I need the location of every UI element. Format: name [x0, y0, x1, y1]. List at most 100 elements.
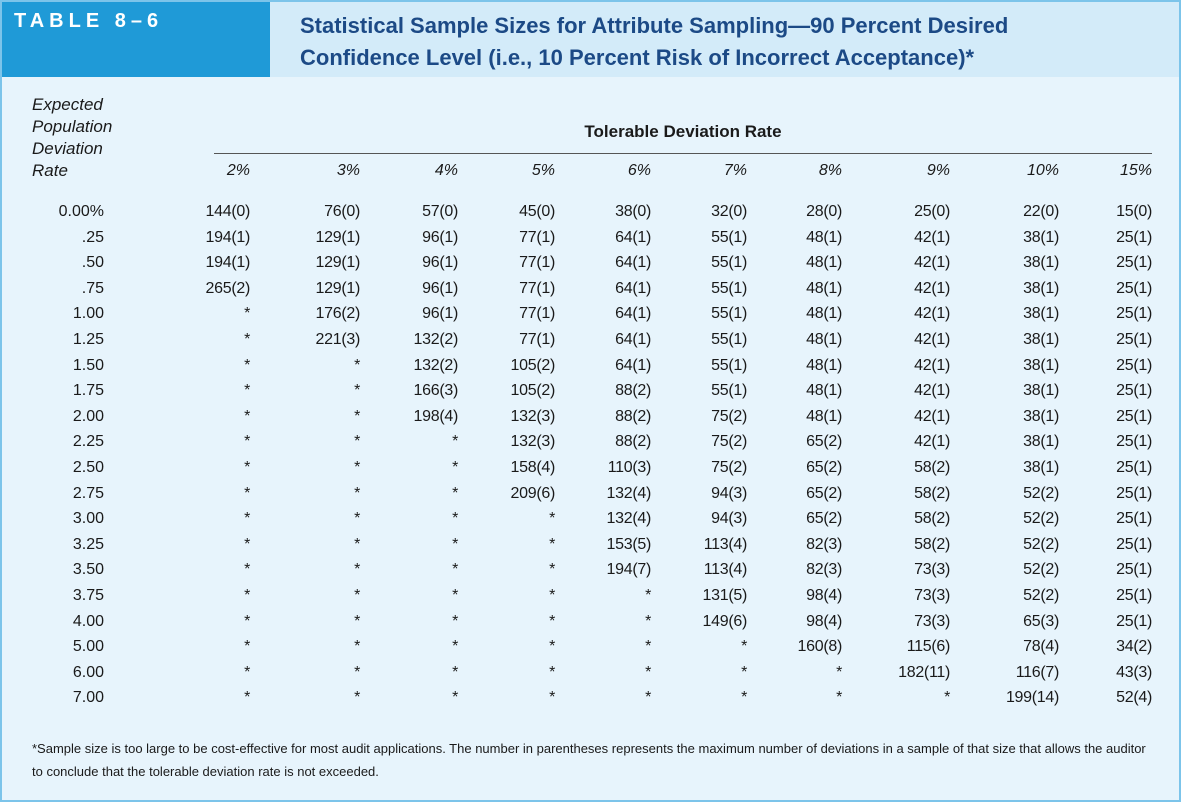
- sample-size-cell: *: [244, 433, 250, 451]
- row-rate: 3.50: [72, 561, 104, 579]
- sample-size-cell: 42(1): [914, 279, 950, 297]
- sample-size-cell: 52(2): [1023, 587, 1059, 604]
- sample-size-cell: 144(0): [205, 203, 251, 220]
- sample-size-cell: *: [244, 689, 250, 707]
- sample-size-cell: 64(1): [615, 279, 651, 297]
- sample-size-cell: 25(1): [1116, 331, 1152, 348]
- sample-size-cell: 73(3): [914, 612, 950, 630]
- sample-size-cell: 132(3): [510, 433, 556, 451]
- sample-size-cell: 58(2): [914, 484, 950, 502]
- sample-size-cell: *: [354, 638, 360, 656]
- sample-size-cell: *: [354, 459, 360, 476]
- sample-size-cell: 64(1): [615, 254, 651, 272]
- row-header: Expected Population Deviation Rate: [32, 95, 113, 180]
- sample-size-cell: 65(2): [806, 484, 842, 502]
- sample-size-cell: 57(0): [422, 203, 458, 220]
- sample-size-cell: 55(1): [711, 356, 747, 374]
- sample-size-cell: 25(1): [1116, 279, 1152, 297]
- sample-size-cell: 28(0): [806, 203, 842, 220]
- sample-size-cell: 52(2): [1023, 535, 1059, 553]
- sample-size-cell: 76(0): [324, 203, 360, 220]
- sample-size-cell: *: [836, 663, 842, 681]
- column-header: 2%: [226, 162, 250, 179]
- sample-size-cell: 25(1): [1116, 356, 1152, 374]
- sample-size-cell: 22(0): [1023, 203, 1059, 220]
- sample-size-cell: *: [244, 459, 250, 476]
- sample-size-cell: 194(1): [205, 254, 251, 272]
- sample-size-cell: 42(1): [914, 382, 950, 400]
- sample-size-cell: 45(0): [519, 203, 555, 220]
- sample-size-cell: *: [944, 689, 950, 707]
- sample-size-cell: 82(3): [806, 561, 842, 579]
- sample-size-cell: 52(2): [1023, 561, 1059, 579]
- sample-size-cell: *: [452, 612, 458, 630]
- row-rate: 3.75: [72, 587, 104, 604]
- header-rule: [214, 153, 1152, 154]
- sample-size-cell: *: [645, 587, 651, 604]
- sample-size-cell: 88(2): [615, 382, 651, 400]
- sample-size-cell: *: [354, 484, 360, 502]
- sample-size-cell: *: [354, 356, 360, 374]
- column-header: 3%: [336, 162, 360, 179]
- sample-size-cell: 105(2): [510, 382, 556, 400]
- sample-size-cell: *: [645, 663, 651, 681]
- sample-size-cell: 88(2): [615, 433, 651, 451]
- sample-size-cell: 132(2): [413, 331, 459, 348]
- sample-size-cell: 129(1): [315, 254, 361, 272]
- sample-size-cell: 182(11): [898, 663, 950, 681]
- sample-size-cell: *: [549, 510, 555, 528]
- row-rate: 1.25: [72, 331, 104, 348]
- sample-size-cell: 25(1): [1116, 510, 1152, 528]
- sample-size-cell: 43(3): [1116, 663, 1152, 681]
- sample-size-cell: *: [452, 459, 458, 476]
- row-rate: 0.00%: [58, 203, 104, 220]
- sample-size-cell: 42(1): [914, 254, 950, 272]
- sample-size-cell: 25(1): [1116, 612, 1152, 630]
- sample-size-cell: 96(1): [422, 228, 458, 246]
- footnote: *Sample size is too large to be cost-eff…: [32, 741, 1146, 779]
- sample-size-cell: 94(3): [711, 510, 747, 528]
- column-header: 9%: [926, 162, 950, 179]
- sample-size-cell: 48(1): [806, 407, 842, 425]
- sample-size-cell: 149(6): [702, 612, 748, 630]
- sample-size-cell: 48(1): [806, 254, 842, 272]
- row-rate: 6.00: [72, 663, 104, 681]
- sample-size-cell: 25(1): [1116, 382, 1152, 400]
- sample-size-cell: 73(3): [914, 561, 950, 579]
- sample-size-cell: 38(1): [1023, 459, 1059, 476]
- sample-size-cell: *: [452, 638, 458, 656]
- sample-size-cell: 38(1): [1023, 382, 1059, 400]
- sample-size-cell: 105(2): [510, 356, 556, 374]
- sample-size-cell: 64(1): [615, 331, 651, 348]
- sample-size-cell: 25(1): [1116, 228, 1152, 246]
- sample-size-cell: 55(1): [711, 382, 747, 400]
- sample-size-cell: *: [549, 561, 555, 579]
- sample-size-cell: 116(7): [1015, 663, 1060, 681]
- sample-size-cell: 96(1): [422, 254, 458, 272]
- sample-size-cell: 64(1): [615, 356, 651, 374]
- sample-size-cell: *: [244, 612, 250, 630]
- sample-size-cell: 58(2): [914, 510, 950, 528]
- sample-size-cell: *: [354, 433, 360, 451]
- sample-size-cell: 42(1): [914, 433, 950, 451]
- row-rate: .75: [81, 279, 104, 297]
- row-rate: 2.00: [72, 407, 104, 425]
- row-rate: 2.25: [72, 433, 104, 451]
- sample-size-cell: 42(1): [914, 228, 950, 246]
- sample-size-cell: 25(1): [1116, 459, 1152, 476]
- sample-size-cell: 38(1): [1023, 331, 1059, 348]
- sample-size-cell: 38(0): [615, 203, 651, 220]
- sample-size-cell: 158(4): [510, 459, 556, 476]
- sample-size-cell: 48(1): [806, 382, 842, 400]
- sample-size-cell: 221(3): [315, 331, 361, 348]
- sample-size-cell: 25(1): [1116, 587, 1152, 604]
- sample-size-cell: 42(1): [914, 331, 950, 348]
- sample-size-cell: 78(4): [1023, 638, 1059, 656]
- sample-size-cell: 48(1): [806, 356, 842, 374]
- sample-size-cell: 77(1): [519, 279, 555, 297]
- sample-size-cell: 65(2): [806, 459, 842, 476]
- sample-size-cell: 115(6): [906, 638, 951, 656]
- row-rate: 3.00: [72, 510, 104, 528]
- sample-size-cell: *: [452, 663, 458, 681]
- row-rate: 2.50: [72, 459, 104, 476]
